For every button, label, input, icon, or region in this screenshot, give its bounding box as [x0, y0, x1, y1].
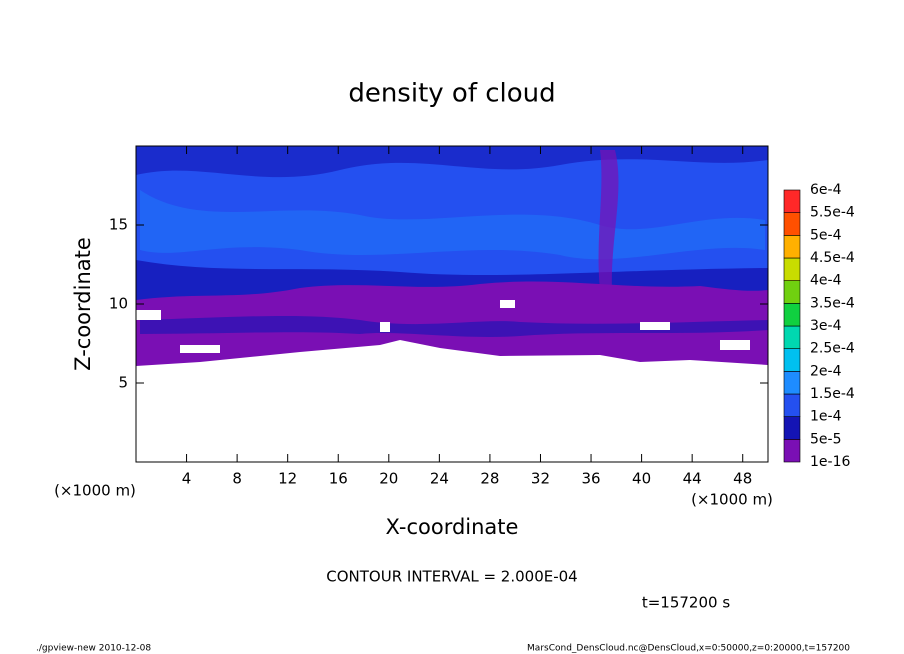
colorbar-box: [783, 303, 801, 327]
colorbar-label: 5e-5: [810, 431, 841, 447]
x-tick-label: 20: [379, 470, 398, 488]
x-tick-label: 16: [329, 470, 348, 488]
colorbar-label: 2.5e-4: [810, 341, 855, 357]
colorbar-box: [783, 439, 801, 463]
colorbar-box: [783, 189, 801, 213]
time-label: t=157200 s: [642, 594, 730, 612]
colorbar-box: [783, 416, 801, 440]
x-tick-label: 28: [480, 470, 499, 488]
colorbar-box: [783, 235, 801, 259]
colorbar-box: [783, 325, 801, 349]
colorbar-label: 6e-4: [810, 182, 842, 198]
colorbar-box: [783, 212, 801, 236]
x-unit: (×1000 m): [691, 491, 773, 509]
x-tick-label: 12: [278, 470, 297, 488]
x-tick-label: 24: [430, 470, 449, 488]
footer-right: MarsCond_DensCloud.nc@DensCloud,x=0:5000…: [527, 644, 850, 654]
y-tick-label: 5: [118, 374, 128, 392]
x-tick-label: 8: [232, 470, 242, 488]
colorbar-label: 1.5e-4: [810, 386, 855, 402]
colorbar-box: [783, 393, 801, 417]
colorbar-label: 2e-4: [810, 363, 842, 379]
contour-field: [136, 146, 768, 462]
x-tick-label: 32: [531, 470, 550, 488]
x-tick-label: 36: [581, 470, 600, 488]
colorbar-box: [783, 348, 801, 372]
x-tick-label: 4: [182, 470, 192, 488]
footer-left: ./gpview-new 2010-12-08: [36, 644, 151, 654]
colorbar-box: [783, 257, 801, 281]
colorbar-box: [783, 371, 801, 395]
colorbar-label: 1e-4: [810, 409, 842, 425]
colorbar-label: 3e-4: [810, 318, 842, 334]
colorbar-box: [783, 280, 801, 304]
contour-interval: CONTOUR INTERVAL = 2.000E-04: [326, 568, 577, 586]
colorbar-label: 5.5e-4: [810, 205, 855, 221]
colorbar-label: 4e-4: [810, 273, 842, 289]
colorbar-label: 5e-4: [810, 227, 842, 243]
x-tick-label: 40: [632, 470, 651, 488]
colorbar-label: 4.5e-4: [810, 250, 855, 266]
y-unit: (×1000 m): [54, 482, 136, 500]
colorbar-label: 1e-16: [810, 454, 850, 470]
y-tick-label: 15: [109, 216, 128, 234]
colorbar-label: 3.5e-4: [810, 295, 855, 311]
x-tick-label: 44: [683, 470, 702, 488]
x-tick-label: 48: [733, 470, 752, 488]
x-axis-label: X-coordinate: [386, 515, 519, 539]
y-axis-label: Z-coordinate: [71, 237, 95, 371]
chart-title: density of cloud: [348, 79, 555, 109]
y-tick-label: 10: [109, 295, 128, 313]
